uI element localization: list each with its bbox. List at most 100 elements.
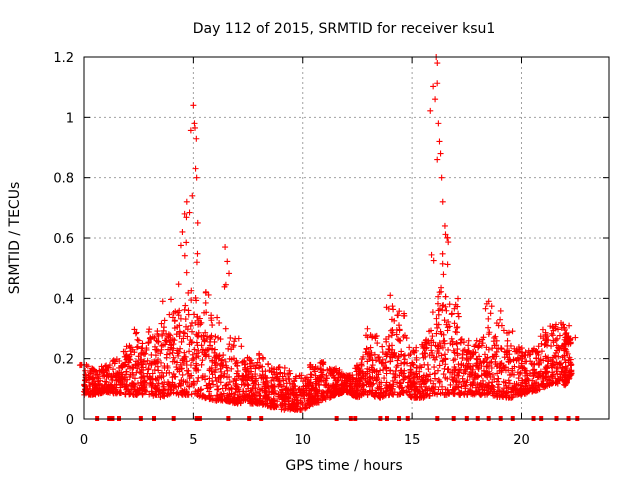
data-point [103,378,110,385]
data-point [237,400,244,407]
data-point [477,358,484,365]
data-point [421,349,428,356]
data-point [470,349,477,356]
data-point [217,379,224,386]
data-point [212,374,219,381]
data-point [212,333,219,340]
data-point [267,403,274,410]
data-point [358,386,365,393]
data-point [183,214,190,221]
data-point [186,341,193,348]
data-point [376,392,383,399]
data-point [475,364,482,371]
data-point [286,380,293,387]
data-point [394,362,401,369]
data-point [453,324,460,331]
data-point [226,373,233,380]
data-point [532,348,539,355]
data-point [435,386,442,393]
data-point [539,326,546,333]
data-point [548,330,555,337]
data-point [384,384,391,391]
data-point [392,373,399,380]
data-point [147,379,154,386]
data-point [277,381,284,388]
data-point [389,326,396,333]
data-point [500,327,507,334]
peak-point [437,150,444,157]
data-point [464,391,471,398]
data-point [124,363,131,370]
data-point [555,353,562,360]
data-point [282,405,289,412]
data-point [183,361,190,368]
data-point [400,373,407,380]
data-point [173,364,180,371]
data-point [487,310,494,317]
data-point [449,374,456,381]
data-point [551,352,558,359]
data-point [223,364,230,371]
data-point [170,354,177,361]
y-tick-label: 0.4 [53,292,74,307]
data-point [311,386,318,393]
data-point [300,392,307,399]
data-point [475,366,482,373]
data-point [152,346,159,353]
data-point [132,390,139,397]
data-point [183,269,190,276]
data-point [186,348,193,355]
data-point [434,367,441,374]
data-point [109,358,116,365]
data-point [467,381,474,388]
data-point [298,372,305,379]
data-point [103,367,110,374]
data-point [160,327,167,334]
data-point [454,352,461,359]
data-point [147,360,153,367]
data-point [468,353,475,360]
data-point [373,377,380,384]
data-point [336,367,343,374]
data-point [436,339,443,346]
data-point [175,312,182,319]
data-point [97,377,104,384]
data-point [193,350,200,357]
data-point [175,281,182,288]
data-point [495,322,502,329]
data-point [237,393,244,400]
data-point [193,331,200,338]
data-point [281,364,288,371]
data-point [433,321,440,328]
data-point [485,331,492,338]
data-point [202,351,209,358]
data-point [459,375,466,382]
data-point [168,296,175,303]
peak-point [485,298,492,305]
data-point [303,391,310,398]
data-point [428,347,435,354]
data-point [138,370,145,377]
data-point [273,366,280,373]
peak-point [191,120,198,127]
data-point [370,380,377,387]
data-point [531,380,538,387]
data-point [429,333,436,340]
data-point [464,377,471,384]
data-point [222,325,229,332]
data-point [177,382,184,389]
data-point [319,396,326,403]
data-point [445,318,452,325]
data-point [184,333,191,340]
data-point [181,349,188,356]
data-point [217,336,224,343]
data-point [262,368,269,375]
data-point [444,366,451,373]
data-point [557,360,564,367]
data-point [416,363,423,370]
data-point [444,324,451,331]
data-point [353,363,360,370]
data-point [436,289,443,296]
data-point [276,363,283,370]
data-point [458,336,465,343]
